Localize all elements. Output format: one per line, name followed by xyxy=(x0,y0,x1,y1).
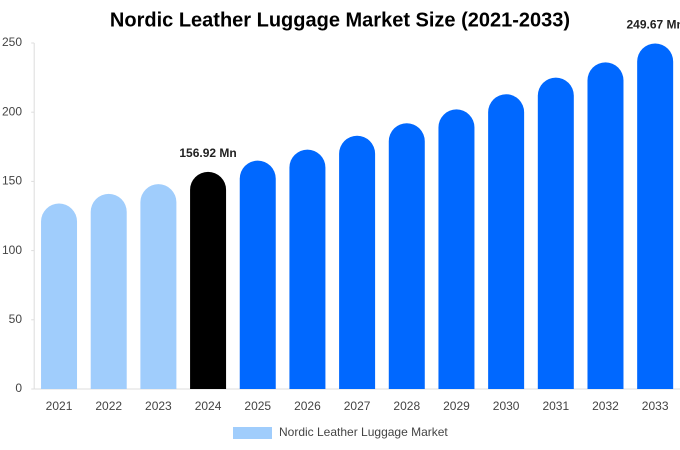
value-label: 156.92 Mn xyxy=(179,146,236,160)
x-tick-label: 2021 xyxy=(46,399,73,413)
chart-title: Nordic Leather Luggage Market Size (2021… xyxy=(110,9,570,31)
x-tick-label: 2022 xyxy=(95,399,122,413)
bar xyxy=(289,149,326,389)
y-tick-label: 100 xyxy=(2,243,22,257)
value-label: 249.67 Mn xyxy=(626,18,680,32)
y-tick-label: 150 xyxy=(2,174,22,188)
x-tick-label: 2028 xyxy=(393,399,420,413)
y-tick-label: 200 xyxy=(2,104,22,118)
x-tick-label: 2023 xyxy=(145,399,172,413)
bar xyxy=(339,135,376,389)
y-tick-label: 50 xyxy=(9,312,23,326)
bar xyxy=(41,203,78,389)
x-tick-label: 2025 xyxy=(244,399,271,413)
bar xyxy=(140,184,177,389)
y-tick-label: 250 xyxy=(2,35,22,49)
x-tick-label: 2027 xyxy=(344,399,371,413)
legend-swatch xyxy=(233,427,272,439)
x-tick-label: 2026 xyxy=(294,399,321,413)
x-tick-label: 2029 xyxy=(443,399,470,413)
bar xyxy=(388,123,425,389)
x-tick-label: 2024 xyxy=(195,399,222,413)
x-tick-label: 2031 xyxy=(542,399,569,413)
bar xyxy=(239,160,276,389)
x-tick-label: 2033 xyxy=(642,399,669,413)
bar xyxy=(537,77,574,389)
bar xyxy=(190,171,227,389)
bar xyxy=(488,94,525,389)
bar xyxy=(90,193,127,389)
x-tick-label: 2032 xyxy=(592,399,619,413)
bar xyxy=(438,109,475,389)
bar xyxy=(587,62,624,389)
x-tick-label: 2030 xyxy=(493,399,520,413)
legend-label: Nordic Leather Luggage Market xyxy=(279,425,448,439)
y-tick-label: 0 xyxy=(15,381,22,395)
bar xyxy=(637,43,674,389)
